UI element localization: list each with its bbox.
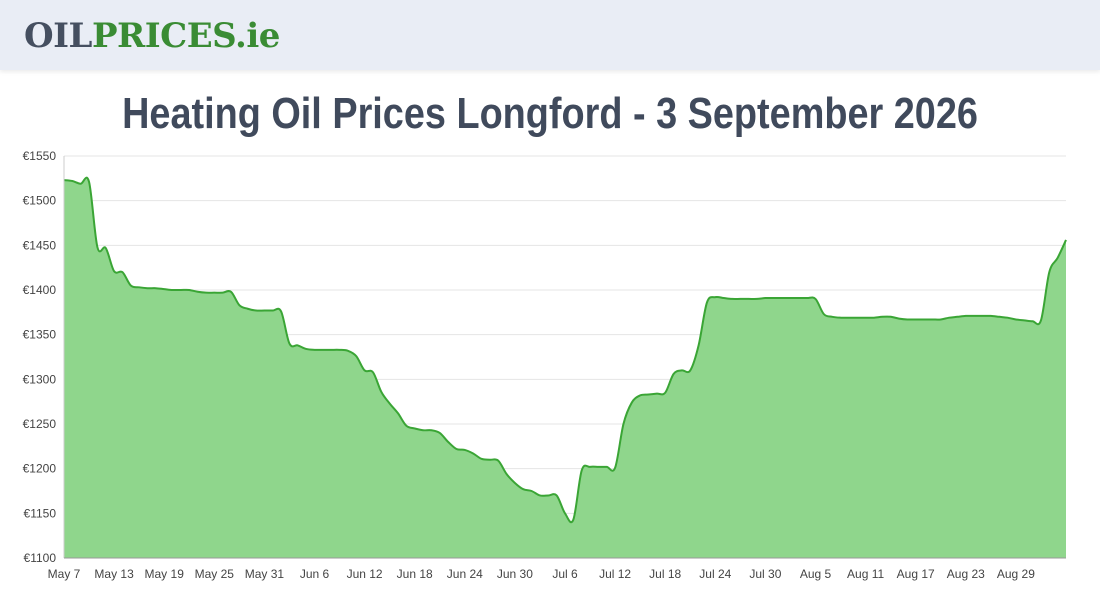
y-tick-label: €1550 bbox=[23, 149, 57, 163]
logo-text-domain: .ie bbox=[234, 16, 280, 56]
axis-layer: €1100 €1150 €1200 €1250 €1300 €1350 €1400 €1450… bbox=[23, 149, 1066, 581]
y-tick-label: €1150 bbox=[24, 506, 57, 520]
site-logo[interactable]: OILPRICES.ie bbox=[24, 16, 280, 56]
x-tick-label: May 31 bbox=[245, 567, 285, 581]
y-tick-label: €1450 bbox=[23, 238, 57, 252]
x-tick-label: May 25 bbox=[195, 567, 235, 581]
x-tick-label: Jun 30 bbox=[497, 567, 533, 581]
page-title: Heating Oil Prices Longford - 3 Septembe… bbox=[122, 89, 978, 138]
y-tick-label: €1200 bbox=[23, 462, 57, 476]
x-tick-label: Aug 5 bbox=[800, 567, 832, 581]
x-tick-label: Aug 29 bbox=[997, 567, 1035, 581]
area-layer bbox=[63, 176, 1067, 558]
site-header: OILPRICES.ie bbox=[0, 0, 1100, 70]
y-tick-label: €1300 bbox=[23, 372, 57, 386]
x-tick-label: Aug 23 bbox=[947, 567, 985, 581]
x-tick-label: Jul 24 bbox=[699, 567, 731, 581]
x-tick-label: May 7 bbox=[48, 567, 81, 581]
y-tick-label: €1250 bbox=[23, 417, 57, 431]
price-area-fill bbox=[64, 177, 1066, 558]
x-tick-label: Jul 6 bbox=[552, 567, 578, 581]
x-tick-label: Jun 6 bbox=[300, 567, 330, 581]
x-tick-label: May 13 bbox=[94, 567, 134, 581]
x-tick-label: Jul 30 bbox=[749, 567, 781, 581]
x-tick-label: Jun 12 bbox=[347, 567, 383, 581]
y-tick-label: €1500 bbox=[23, 194, 57, 208]
x-tick-label: May 19 bbox=[145, 567, 185, 581]
x-tick-label: Jun 18 bbox=[397, 567, 433, 581]
y-tick-label: €1350 bbox=[23, 328, 57, 342]
x-tick-label: Jun 24 bbox=[447, 567, 483, 581]
x-tick-label: Aug 11 bbox=[847, 567, 884, 581]
logo-text-prices: PRICES bbox=[91, 16, 236, 56]
y-tick-label: €1100 bbox=[24, 551, 57, 565]
x-tick-label: Aug 17 bbox=[897, 567, 935, 581]
x-tick-label: Jul 18 bbox=[649, 567, 681, 581]
x-tick-label: Jul 12 bbox=[599, 567, 631, 581]
logo-text-oil: OIL bbox=[24, 16, 92, 56]
price-line bbox=[63, 176, 1067, 524]
y-tick-label: €1400 bbox=[23, 283, 57, 297]
